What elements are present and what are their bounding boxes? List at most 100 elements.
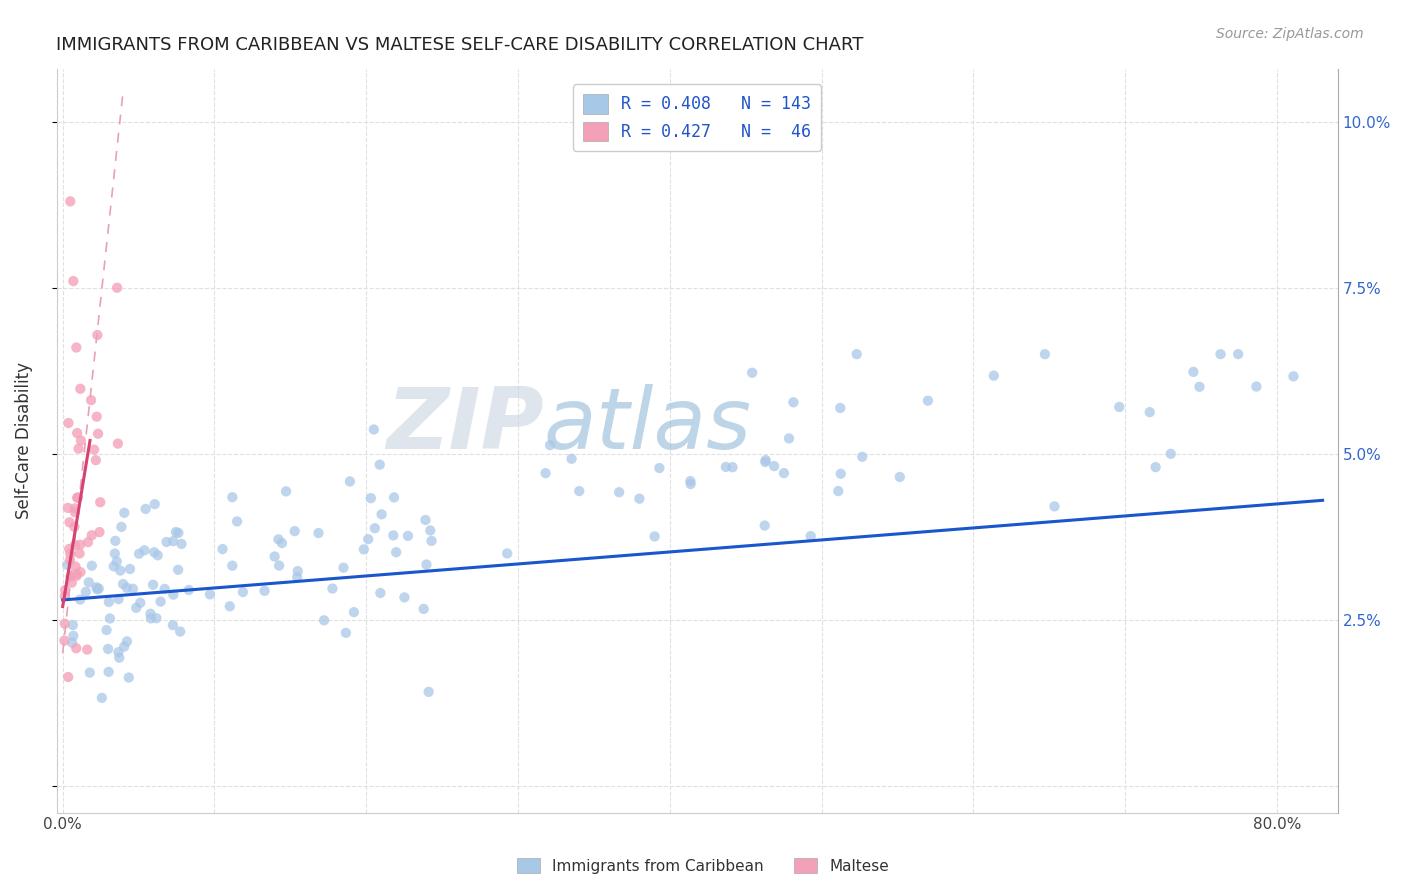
Point bbox=[107, 592, 129, 607]
Point bbox=[105, 555, 128, 569]
Point bbox=[1282, 369, 1305, 384]
Point bbox=[97, 665, 120, 679]
Point bbox=[721, 460, 744, 475]
Point bbox=[419, 524, 441, 538]
Point bbox=[77, 535, 100, 549]
Point bbox=[211, 542, 233, 557]
Point bbox=[80, 558, 103, 573]
Point bbox=[561, 451, 583, 466]
Point bbox=[412, 602, 434, 616]
Point bbox=[89, 525, 111, 540]
Point bbox=[845, 347, 868, 361]
Point bbox=[370, 508, 392, 522]
Point bbox=[321, 582, 343, 596]
Point bbox=[335, 625, 357, 640]
Point bbox=[415, 558, 437, 572]
Point bbox=[221, 490, 243, 504]
Point bbox=[59, 194, 82, 209]
Point bbox=[269, 558, 291, 573]
Point bbox=[98, 611, 121, 625]
Point bbox=[830, 401, 852, 415]
Point bbox=[889, 470, 911, 484]
Point bbox=[62, 618, 84, 632]
Point bbox=[1209, 347, 1232, 361]
Point bbox=[714, 459, 737, 474]
Point bbox=[70, 434, 93, 448]
Point bbox=[396, 529, 419, 543]
Point bbox=[62, 274, 84, 288]
Point bbox=[69, 546, 91, 560]
Point bbox=[308, 526, 330, 541]
Point bbox=[83, 442, 105, 457]
Point bbox=[135, 502, 157, 516]
Point bbox=[263, 549, 285, 564]
Point bbox=[134, 543, 156, 558]
Point bbox=[112, 577, 135, 591]
Point bbox=[108, 650, 131, 665]
Point bbox=[112, 506, 135, 520]
Point bbox=[679, 474, 702, 488]
Point bbox=[1033, 347, 1056, 361]
Point bbox=[496, 546, 519, 560]
Point bbox=[110, 520, 132, 534]
Point bbox=[53, 582, 76, 597]
Point bbox=[139, 611, 162, 625]
Point bbox=[90, 690, 112, 705]
Point bbox=[1182, 365, 1205, 379]
Point bbox=[394, 591, 416, 605]
Point bbox=[96, 623, 118, 637]
Point bbox=[363, 422, 385, 436]
Point bbox=[232, 585, 254, 599]
Point bbox=[782, 395, 804, 409]
Point bbox=[226, 515, 249, 529]
Point bbox=[169, 624, 191, 639]
Point bbox=[343, 605, 366, 619]
Point bbox=[177, 582, 200, 597]
Point bbox=[167, 563, 190, 577]
Point bbox=[56, 500, 79, 515]
Point bbox=[568, 484, 591, 499]
Point bbox=[66, 566, 89, 581]
Point bbox=[65, 641, 87, 656]
Point bbox=[274, 484, 297, 499]
Point bbox=[104, 533, 127, 548]
Point bbox=[86, 409, 108, 424]
Point bbox=[59, 553, 82, 567]
Point bbox=[59, 547, 82, 561]
Point bbox=[360, 491, 382, 505]
Point bbox=[66, 425, 89, 440]
Point bbox=[917, 393, 939, 408]
Point bbox=[146, 549, 169, 563]
Point bbox=[830, 467, 852, 481]
Point bbox=[538, 438, 561, 452]
Point bbox=[385, 545, 408, 559]
Point bbox=[149, 594, 172, 608]
Point bbox=[162, 534, 184, 549]
Text: IMMIGRANTS FROM CARIBBEAN VS MALTESE SELF-CARE DISABILITY CORRELATION CHART: IMMIGRANTS FROM CARIBBEAN VS MALTESE SEL… bbox=[56, 36, 863, 54]
Point bbox=[754, 518, 776, 533]
Point bbox=[167, 525, 190, 540]
Point bbox=[198, 587, 221, 601]
Point bbox=[648, 461, 671, 475]
Point bbox=[267, 533, 290, 547]
Point bbox=[118, 562, 141, 576]
Point bbox=[67, 442, 90, 456]
Point bbox=[162, 588, 184, 602]
Point bbox=[1108, 400, 1130, 414]
Point bbox=[63, 538, 86, 552]
Point bbox=[142, 578, 165, 592]
Point bbox=[1188, 380, 1211, 394]
Point bbox=[139, 607, 162, 621]
Point bbox=[63, 505, 86, 519]
Point bbox=[644, 529, 666, 543]
Point bbox=[69, 592, 91, 607]
Point bbox=[1139, 405, 1161, 419]
Point bbox=[312, 613, 335, 627]
Point bbox=[65, 341, 87, 355]
Point bbox=[107, 645, 129, 659]
Point bbox=[382, 528, 405, 542]
Point bbox=[218, 599, 240, 614]
Point bbox=[357, 532, 380, 546]
Point bbox=[143, 497, 166, 511]
Point bbox=[628, 491, 651, 506]
